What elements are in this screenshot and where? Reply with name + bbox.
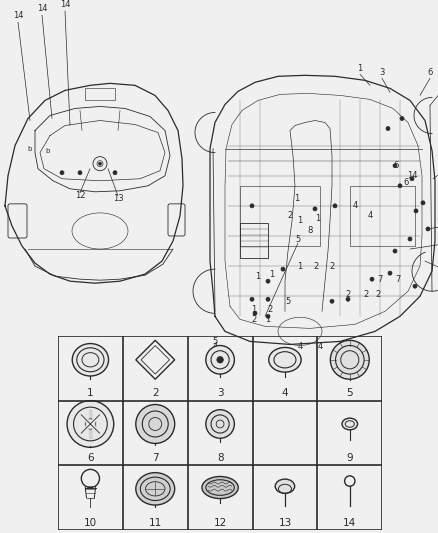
Text: 8: 8	[217, 453, 223, 463]
Circle shape	[136, 405, 175, 443]
Text: 4: 4	[297, 342, 303, 351]
Circle shape	[408, 237, 412, 241]
Circle shape	[330, 299, 334, 303]
Text: 5: 5	[286, 297, 291, 306]
Text: 1: 1	[255, 272, 261, 281]
Text: 5: 5	[212, 337, 218, 346]
Text: 12: 12	[75, 191, 85, 200]
Text: 2: 2	[251, 315, 257, 324]
Circle shape	[413, 284, 417, 288]
Circle shape	[370, 277, 374, 281]
Text: 1: 1	[357, 64, 363, 73]
Text: 8: 8	[307, 227, 313, 236]
Text: 4: 4	[282, 388, 288, 398]
Text: 1: 1	[297, 216, 303, 225]
Text: 1: 1	[87, 388, 94, 398]
Text: 10: 10	[84, 518, 97, 528]
Ellipse shape	[72, 344, 109, 376]
Text: 7: 7	[396, 274, 401, 284]
Ellipse shape	[269, 348, 301, 372]
Circle shape	[206, 345, 234, 374]
Text: 3: 3	[217, 388, 223, 398]
Ellipse shape	[275, 479, 295, 494]
Text: 6: 6	[393, 161, 399, 170]
Text: 2: 2	[375, 290, 381, 298]
Bar	[240, 223, 268, 258]
Circle shape	[398, 184, 402, 188]
Circle shape	[253, 311, 257, 316]
Circle shape	[386, 126, 390, 131]
Circle shape	[217, 357, 223, 363]
Text: 2: 2	[329, 262, 335, 271]
Ellipse shape	[342, 418, 357, 430]
Circle shape	[250, 204, 254, 208]
Circle shape	[393, 249, 397, 253]
Text: 2: 2	[313, 262, 318, 271]
Circle shape	[266, 279, 270, 283]
Text: 2: 2	[267, 305, 272, 314]
Text: 4: 4	[353, 201, 357, 211]
Circle shape	[393, 164, 397, 168]
Text: 6: 6	[87, 453, 94, 463]
Text: 5: 5	[295, 235, 300, 244]
Text: 6: 6	[427, 68, 433, 77]
Text: 1: 1	[294, 195, 300, 203]
Text: b: b	[28, 146, 32, 151]
Text: 9: 9	[346, 453, 353, 463]
Text: 5: 5	[346, 388, 353, 398]
Text: 11: 11	[148, 518, 162, 528]
Text: 2: 2	[364, 290, 369, 298]
Text: b: b	[46, 148, 50, 154]
Text: 4: 4	[318, 342, 323, 351]
Text: 4: 4	[367, 212, 373, 221]
Text: 1: 1	[251, 305, 257, 314]
Bar	[85, 88, 115, 100]
Text: 7: 7	[152, 453, 159, 463]
Text: 3: 3	[379, 68, 385, 77]
Text: 14: 14	[343, 518, 357, 528]
Circle shape	[250, 297, 254, 301]
Text: 4: 4	[212, 342, 218, 351]
Circle shape	[330, 341, 369, 379]
Text: 14: 14	[13, 11, 23, 20]
Text: 14: 14	[407, 171, 417, 180]
Text: 2: 2	[152, 388, 159, 398]
Circle shape	[113, 171, 117, 175]
Bar	[350, 186, 415, 246]
Text: 13: 13	[278, 518, 292, 528]
Text: 12: 12	[213, 518, 227, 528]
Text: 1: 1	[265, 315, 271, 324]
Circle shape	[60, 171, 64, 175]
Ellipse shape	[136, 473, 175, 505]
Circle shape	[426, 227, 430, 231]
Circle shape	[67, 401, 114, 447]
Circle shape	[99, 162, 102, 165]
Text: 1: 1	[297, 262, 303, 271]
Circle shape	[388, 271, 392, 275]
Circle shape	[266, 297, 270, 301]
Circle shape	[333, 204, 337, 208]
Ellipse shape	[202, 477, 238, 498]
Circle shape	[400, 117, 404, 120]
Circle shape	[206, 410, 234, 438]
Text: 14: 14	[60, 0, 70, 9]
Text: 1: 1	[269, 270, 275, 279]
Text: 1: 1	[315, 214, 321, 223]
Circle shape	[78, 171, 82, 175]
Text: 14: 14	[37, 4, 47, 13]
Circle shape	[266, 314, 270, 318]
Text: 6: 6	[403, 178, 409, 187]
Text: 2: 2	[287, 212, 293, 221]
Bar	[240, 186, 320, 246]
Circle shape	[421, 201, 425, 205]
Text: 13: 13	[113, 195, 124, 203]
Text: 2: 2	[346, 290, 351, 298]
Circle shape	[410, 177, 414, 181]
Circle shape	[346, 297, 350, 301]
Circle shape	[313, 207, 317, 211]
Circle shape	[414, 209, 418, 213]
Circle shape	[281, 267, 285, 271]
Text: 7: 7	[377, 274, 383, 284]
